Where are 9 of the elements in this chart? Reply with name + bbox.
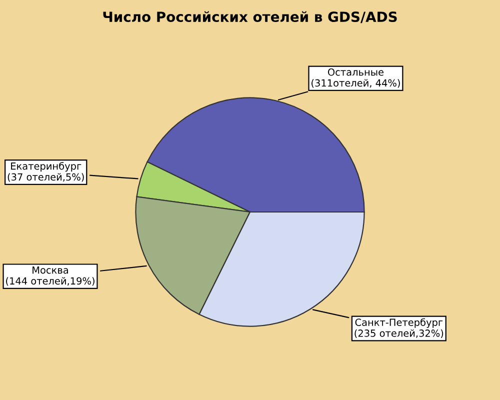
data-label: (144 отелей,19%) <box>6 277 94 286</box>
data-label: (311отелей, 44%) <box>312 79 400 88</box>
chart-title: Число Российских отелей в GDS/ADS <box>103 11 397 24</box>
data-label: (37 отелей,5%) <box>8 173 84 182</box>
slice-label: Екатеринбург <box>11 162 82 172</box>
slice-label: Остальные <box>328 68 384 76</box>
data-label: (235 отелей,32%) <box>354 329 444 338</box>
slice-label: Москва <box>32 266 68 274</box>
slice-label: Санкт-Петербург <box>355 318 443 328</box>
